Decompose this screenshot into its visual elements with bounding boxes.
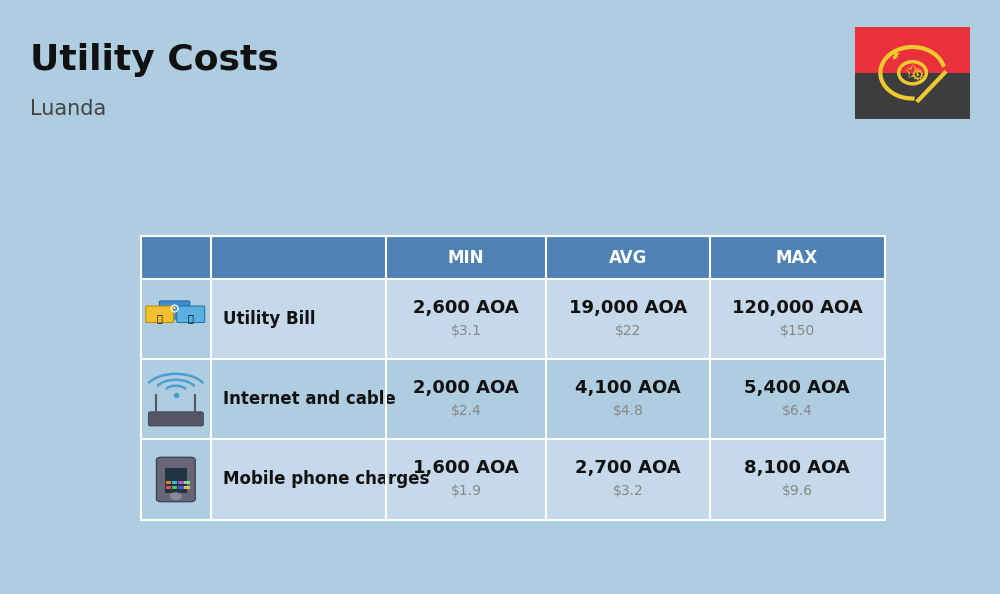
Text: ★: ★: [891, 53, 898, 62]
Bar: [166, 486, 171, 489]
FancyBboxPatch shape: [140, 359, 885, 440]
FancyBboxPatch shape: [140, 236, 885, 520]
FancyBboxPatch shape: [140, 279, 885, 359]
Text: 8,100 AOA: 8,100 AOA: [744, 459, 850, 477]
FancyBboxPatch shape: [140, 359, 211, 440]
Text: 4,100 AOA: 4,100 AOA: [575, 379, 681, 397]
Text: MAX: MAX: [776, 249, 818, 267]
Text: ✩: ✩: [904, 64, 921, 82]
Bar: [178, 486, 184, 489]
Text: $22: $22: [615, 324, 641, 338]
Text: $3.1: $3.1: [451, 324, 481, 338]
Circle shape: [170, 493, 181, 500]
Text: $6.4: $6.4: [782, 404, 813, 418]
Text: $150: $150: [779, 324, 815, 338]
Text: Luanda: Luanda: [30, 99, 106, 119]
Text: AVG: AVG: [609, 249, 647, 267]
Text: $2.4: $2.4: [451, 404, 481, 418]
Bar: [178, 481, 184, 484]
Text: $4.8: $4.8: [612, 404, 643, 418]
Text: MIN: MIN: [448, 249, 484, 267]
FancyBboxPatch shape: [140, 236, 885, 279]
Text: 19,000 AOA: 19,000 AOA: [569, 299, 687, 317]
Bar: [184, 481, 190, 484]
Bar: [172, 486, 177, 489]
FancyBboxPatch shape: [148, 412, 203, 426]
FancyBboxPatch shape: [146, 306, 174, 323]
FancyBboxPatch shape: [140, 440, 885, 520]
Text: ★: ★: [890, 51, 900, 61]
FancyBboxPatch shape: [177, 306, 205, 323]
Text: 2,600 AOA: 2,600 AOA: [413, 299, 519, 317]
Bar: [172, 481, 177, 484]
Bar: [166, 481, 171, 484]
Text: $1.9: $1.9: [450, 484, 482, 498]
Text: 2,700 AOA: 2,700 AOA: [575, 459, 681, 477]
Text: 💧: 💧: [188, 314, 194, 324]
Text: ⚙: ⚙: [169, 304, 180, 317]
Text: 120,000 AOA: 120,000 AOA: [732, 299, 862, 317]
Text: 5,400 AOA: 5,400 AOA: [744, 379, 850, 397]
Text: 1,600 AOA: 1,600 AOA: [413, 459, 519, 477]
Text: ⚙: ⚙: [911, 68, 924, 83]
Text: Utility Costs: Utility Costs: [30, 43, 279, 77]
Text: $9.6: $9.6: [782, 484, 813, 498]
Text: $3.2: $3.2: [612, 484, 643, 498]
FancyBboxPatch shape: [156, 457, 195, 502]
FancyBboxPatch shape: [159, 301, 190, 319]
FancyBboxPatch shape: [140, 279, 211, 359]
FancyBboxPatch shape: [140, 440, 211, 520]
Text: Internet and cable: Internet and cable: [223, 390, 396, 409]
Bar: [184, 486, 190, 489]
Text: Mobile phone charges: Mobile phone charges: [223, 470, 429, 488]
Text: Utility Bill: Utility Bill: [223, 311, 315, 328]
Text: 2,000 AOA: 2,000 AOA: [413, 379, 519, 397]
Text: 🔌: 🔌: [157, 314, 163, 324]
Bar: [165, 468, 187, 493]
